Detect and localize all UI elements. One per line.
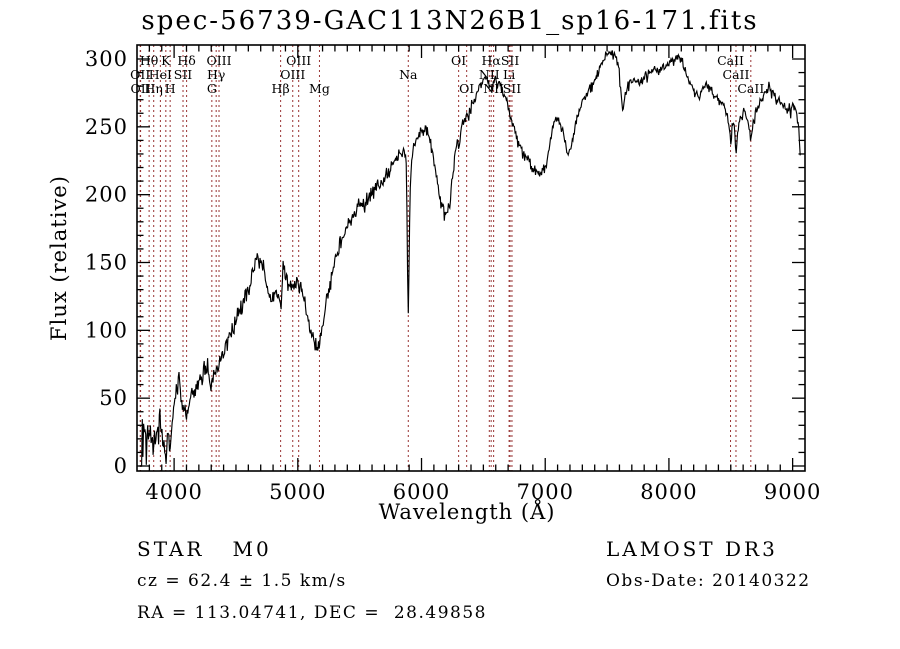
spectral-line-label-Hη: Hη [145,81,163,96]
ra-dec-value: RA = 113.04741, DEC = 28.49858 [137,603,487,623]
spectral-line-label-SII: SII [501,53,520,68]
spectral-line-label-NII: NII [479,67,500,82]
page-title: spec-56739-GAC113N26B1_sp16-171.fits [141,6,759,36]
spectral-line-label-NII: NII [483,81,504,96]
spectral-line-label-Hβ: Hβ [272,81,290,96]
spectral-line-label-Hγ: Hγ [207,67,225,82]
spectral-line-label-CaII: CaII [723,67,750,82]
x-tick-label: 4000 [145,480,202,504]
x-tick-label: 5000 [269,480,326,504]
spectral-line-label-Na: Na [399,67,418,82]
spectral-line-label-Hα: Hα [481,53,501,68]
y-tick-label: 250 [85,115,128,139]
y-tick-label: 100 [85,318,128,342]
spectral-line-label-Hδ: Hδ [177,53,195,68]
spectral-line-label-OII: OII [131,81,151,96]
plot-area: 4000 5000 6000 7000 8000 9000 0 50 100 150 200 250 3… [85,44,821,504]
spectral-line-label-OIII: OIII [280,67,305,82]
spectral-line-label-OI: OI [459,81,474,96]
spectral-line-label-OIII: OIII [206,53,231,68]
spectral-line-label-OIII: OIII [286,53,311,68]
y-tick-label: 0 [114,454,128,478]
spectral-line-label-Mg: Mg [309,81,330,96]
object-class-label: STAR M0 [137,537,272,561]
x-tick-label: 6000 [393,480,450,504]
spectral-line-label-SII: SII [503,81,522,96]
x-tick-label: 9000 [764,480,821,504]
spectral-line-label-Hθ: Hθ [140,53,158,68]
x-tick-label: 8000 [640,480,697,504]
tick-labels: 4000 5000 6000 7000 8000 9000 0 50 100 150 200 250 3… [85,47,821,504]
cz-value: cz = 62.4 ± 1.5 km/s [137,571,347,591]
spectral-line-labels: OIIOIIHθHηHeIKHSIIHδGHγOIIIHβOIIIOIIIMgN… [130,53,764,96]
y-tick-label: 200 [85,183,128,207]
y-tick-label: 150 [85,251,128,275]
survey-label: LAMOST DR3 [606,537,778,561]
spectral-line-label-SII: SII [174,67,193,82]
spectral-line-label-HeI: HeI [149,67,172,82]
x-tick-label: 7000 [516,480,573,504]
spectral-line-label-K: K [161,53,171,68]
y-tick-label: 50 [99,386,128,410]
y-tick-label: 300 [85,47,128,71]
spectral-line-label-G: G [207,81,217,96]
x-axis-title: Wavelength (Å) [379,499,556,524]
axis-ticks [137,45,805,471]
spectral-line-markers [139,45,752,471]
spectrum-line [141,49,801,467]
spectral-line-label-H: H [165,81,176,96]
spectral-line-label-Li: Li [503,67,515,82]
spectral-line-label-CaII: CaII [737,81,764,96]
spectral-line-label-OII: OII [130,67,150,82]
spectral-line-label-OI: OI [451,53,466,68]
spectral-line-label-CaII: CaII [717,53,744,68]
obs-date-value: Obs-Date: 20140322 [606,571,811,591]
y-axis-title: Flux (relative) [47,175,71,341]
